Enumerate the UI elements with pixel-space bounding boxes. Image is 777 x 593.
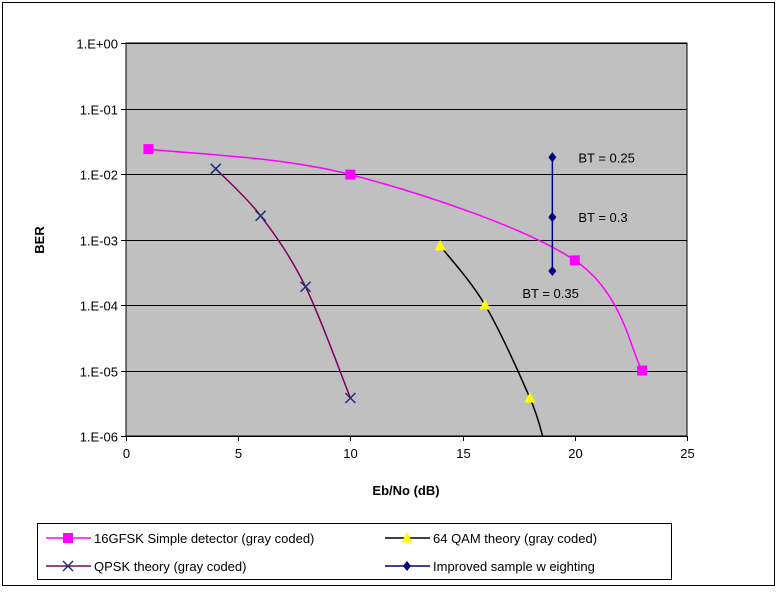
series-line [439,245,544,436]
series-line [215,168,352,399]
x-tick-label: 25 [680,446,694,461]
x-axis-title: Eb/No (dB) [372,483,439,498]
legend-label: Improved sample w eighting [433,559,595,574]
y-tick-label: 1.E-03 [80,234,118,249]
data-point [524,392,536,403]
series-2 [210,163,356,404]
annotation-label: BT = 0.25 [578,150,635,165]
y-tick-label: 1.E-02 [80,168,118,183]
x-tick-label: 10 [343,446,357,461]
y-tick-label: 1.E+00 [76,37,118,52]
series-1 [434,239,544,436]
legend-item-3: Improved sample w eighting [385,559,595,574]
x-marker-stroke [255,210,267,222]
data-point [479,299,491,310]
data-point [434,239,446,251]
series-0 [143,144,648,376]
annotation-label: BT = 0.35 [522,286,579,301]
data-point [548,266,557,277]
legend-item-2: QPSK theory (gray coded) [46,559,246,574]
legend-item-1: 64 QAM theory (gray coded) [385,531,597,546]
legend-swatch-marker [401,532,413,543]
data-point [299,281,312,293]
data-point [344,392,356,404]
data-point [548,152,557,163]
x-tick-label: 20 [568,446,582,461]
y-tick-label: 1.E-01 [80,103,118,118]
data-point [210,163,222,175]
plot-area [125,42,688,437]
y-tick-label: 1.E-06 [80,430,118,445]
x-tick-label: 15 [456,446,470,461]
data-point [637,365,648,376]
y-axis-title: BER [32,226,47,254]
legend-label: 64 QAM theory (gray coded) [433,531,597,546]
x-tick-label: 0 [123,446,130,461]
data-point [255,210,267,222]
legend-label: QPSK theory (gray coded) [94,559,246,574]
series-group: BT = 0.25 BT = 0.3 BT = 0.35 [143,144,648,436]
legend-item-0: 16GFSK Simple detector (gray coded) [46,531,314,546]
legend: 16GFSK Simple detector (gray coded) 64 QA… [46,531,597,574]
data-point [569,255,580,266]
data-point [345,169,356,180]
x-marker-stroke [299,281,312,293]
data-point [548,212,557,223]
x-marker-stroke [62,560,74,572]
data-point [143,144,154,155]
legend-swatch-marker [63,533,73,543]
annotation-label: BT = 0.3 [578,210,627,225]
x-marker-stroke [344,392,356,404]
x-tick-label: 5 [235,446,242,461]
axes: 1.E+00 1.E-01 1.E-02 1.E-03 1.E-04 1.E-05 1.E-… [76,37,694,462]
x-marker-stroke [210,163,222,175]
legend-label: 16GFSK Simple detector (gray coded) [94,531,314,546]
series-3 [548,152,557,277]
y-tick-label: 1.E-04 [80,299,118,314]
legend-box [37,523,672,580]
series-line [148,148,643,371]
legend-swatch-marker [403,561,411,571]
legend-swatch-marker [62,560,74,572]
y-tick-label: 1.E-05 [80,365,118,380]
